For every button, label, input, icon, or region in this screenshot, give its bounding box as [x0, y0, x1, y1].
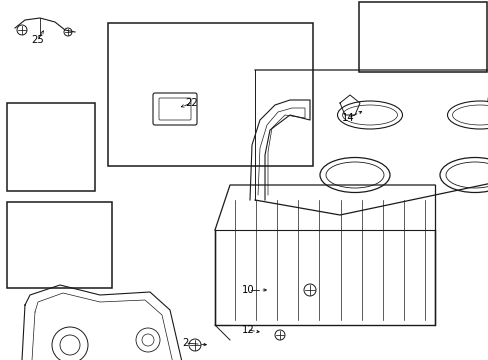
Text: 10: 10 [241, 285, 254, 295]
Text: 2: 2 [182, 338, 188, 348]
Bar [359, 2, 486, 72]
Bar [107, 23, 312, 166]
Text: 12: 12 [241, 325, 254, 335]
Bar [7, 103, 95, 191]
Bar [7, 202, 112, 288]
Text: 14: 14 [341, 113, 354, 123]
Text: 22: 22 [185, 98, 198, 108]
Text: 25: 25 [32, 35, 44, 45]
